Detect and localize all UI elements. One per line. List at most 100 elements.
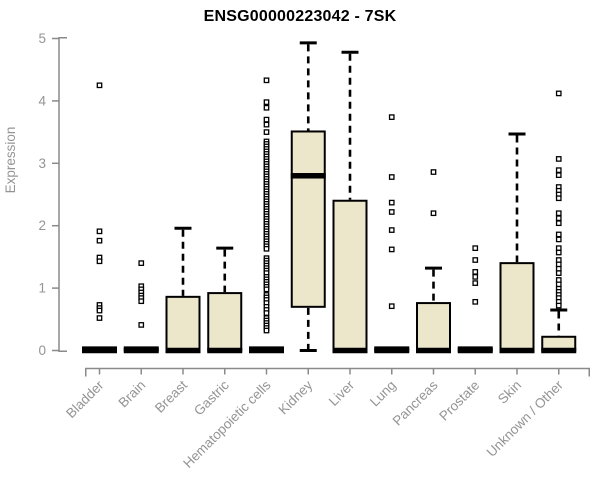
outlier-point <box>555 172 562 179</box>
outlier-point <box>263 121 270 128</box>
median-line <box>290 173 326 179</box>
median-line <box>332 347 368 354</box>
x-tick-label: Brain <box>115 378 148 411</box>
median-line <box>416 347 451 354</box>
y-tick-label: 0 <box>38 343 46 358</box>
outlier-point <box>388 199 395 206</box>
outlier-point <box>555 249 562 256</box>
outlier-point <box>555 270 562 276</box>
x-tick-label: Lung <box>367 378 399 410</box>
outlier-point <box>388 246 395 253</box>
median-line <box>207 347 243 354</box>
x-tick-label: Bladder <box>63 377 107 421</box>
outlier-point <box>555 195 562 202</box>
outlier-point <box>96 237 103 244</box>
y-tick-label: 4 <box>38 93 46 108</box>
outlier-point <box>472 245 479 252</box>
outlier-point <box>263 286 270 293</box>
outlier-point <box>555 210 562 217</box>
y-axis-label: Expression <box>3 127 18 194</box>
box-iqr <box>165 295 201 352</box>
outlier-point <box>388 209 395 215</box>
boxplot-breast <box>165 226 201 354</box>
outlier-point <box>555 236 562 243</box>
outlier-point <box>263 245 270 252</box>
median-line <box>123 347 159 354</box>
y-tick-label: 3 <box>38 156 46 171</box>
boxplot-lung <box>374 114 410 354</box>
boxplot-gastric <box>207 246 243 354</box>
outlier-point <box>96 307 103 314</box>
boxplot-skin <box>499 132 535 354</box>
outlier-point <box>263 116 270 123</box>
y-tick-label: 1 <box>38 281 46 296</box>
y-tick-label: 5 <box>38 31 46 46</box>
outlier-point <box>555 231 562 238</box>
outlier-point <box>472 280 479 286</box>
boxplot-pancreas <box>416 169 451 354</box>
box-iqr <box>499 262 535 352</box>
outlier-point <box>96 258 103 265</box>
x-tick-label: Liver <box>326 377 358 409</box>
outlier-point <box>472 274 479 280</box>
outlier-point <box>555 215 562 222</box>
outlier-point <box>263 99 270 105</box>
x-tick-label: Pancreas <box>390 377 441 428</box>
median-line <box>165 347 201 354</box>
boxplot-bladder <box>82 82 117 354</box>
outlier-point <box>555 156 562 162</box>
outlier-point <box>472 257 479 263</box>
median-line <box>541 347 577 354</box>
boxplot-brain <box>123 260 159 354</box>
outlier-point <box>263 104 270 111</box>
median-line <box>82 347 117 354</box>
y-tick-label: 2 <box>38 218 46 233</box>
boxplot-hematopoietic-cells <box>249 77 284 354</box>
outlier-point <box>472 269 479 275</box>
x-tick-label: Breast <box>152 377 190 415</box>
outlier-point <box>388 303 395 310</box>
outlier-point <box>472 298 479 305</box>
median-line <box>249 347 284 354</box>
chart-title: ENSG00000223042 - 7SK <box>203 8 397 25</box>
y-axis: 0 1 2 3 4 5 <box>38 31 67 358</box>
boxplot-liver <box>332 50 368 354</box>
outlier-point <box>555 90 562 97</box>
box-iqr <box>416 302 451 352</box>
x-tick-label: Skin <box>495 378 524 407</box>
boxplot-unknown-other <box>541 90 577 354</box>
outlier-point <box>555 302 562 309</box>
outlier-point <box>96 228 103 235</box>
outlier-point <box>263 129 270 135</box>
outlier-point <box>263 310 270 316</box>
outlier-point <box>555 167 562 174</box>
outlier-point <box>430 210 437 217</box>
x-tick-label: Kidney <box>276 377 316 417</box>
outlier-point <box>430 169 437 175</box>
box-iqr <box>332 199 368 352</box>
boxplot-kidney <box>290 41 326 352</box>
outlier-point <box>138 322 145 328</box>
boxplot-prostate <box>457 245 493 354</box>
outlier-point <box>388 174 395 180</box>
outlier-point <box>138 260 145 266</box>
outlier-point <box>96 82 103 89</box>
x-tick-label: Unknown / Other <box>484 377 567 460</box>
outlier-point <box>263 327 270 334</box>
outlier-point <box>388 114 395 120</box>
x-tick-label: Prostate <box>436 378 482 424</box>
box-iqr <box>207 292 243 352</box>
outlier-point <box>138 298 145 305</box>
outlier-point <box>555 220 562 227</box>
box-iqr <box>290 130 326 308</box>
outlier-point <box>263 77 270 84</box>
outlier-point <box>388 227 395 233</box>
outlier-point <box>96 315 103 321</box>
x-tick-label: Gastric <box>191 377 232 418</box>
median-line <box>499 347 535 354</box>
median-line <box>457 347 493 354</box>
median-line <box>374 347 410 354</box>
